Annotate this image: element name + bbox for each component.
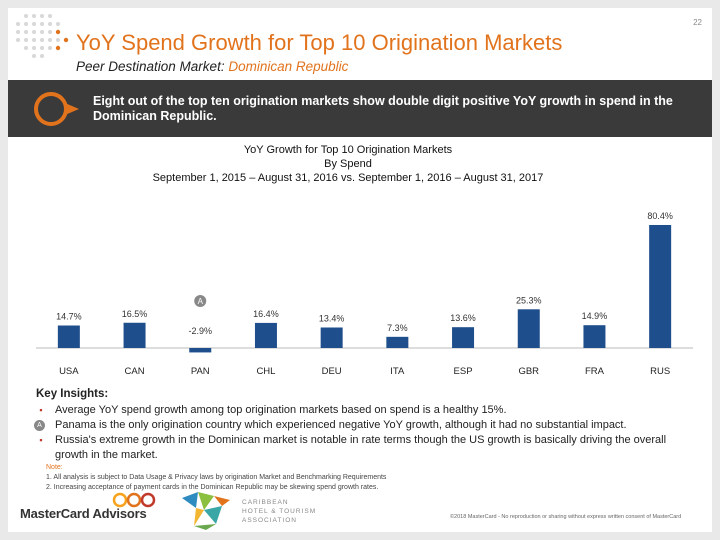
assoc-line: HOTEL & TOURISM [242,508,317,515]
insights-heading: Key Insights: [36,388,109,400]
data-label-pan: -2.9% [188,326,212,336]
chart-heading-line1: YoY Growth for Top 10 Origination Market… [243,144,453,156]
mastercard-advisors-logo: MasterCard Advisors [20,506,147,521]
chart-heading-line3: September 1, 2015 – August 31, 2016 vs. … [152,172,544,184]
mastercard-circles-logo [112,492,156,508]
insight-item: A Panama is the only origination country … [34,418,696,433]
tick-label-gbr: GBR [518,366,539,377]
slide: 22 YoY Spend Growth for Top 10 Originati… [8,8,712,532]
bullet-icon: ▪ [39,435,43,445]
data-label-usa: 14.7% [56,312,82,322]
bar-esp [452,327,475,348]
tick-label-chl: CHL [256,366,275,377]
bar-chl [254,322,277,348]
copyright-notice: ©2018 MasterCard - No reproduction or sh… [450,514,682,520]
data-label-gbr: 25.3% [516,295,542,305]
tick-label-rus: RUS [650,366,670,377]
tick-label-usa: USA [59,366,79,377]
bar-usa [57,325,80,348]
insight-item: ▪ Russia's extreme growth in the Dominica… [36,433,696,463]
data-label-chl: 16.4% [253,309,279,319]
bar-rus [649,224,672,348]
bar-ita [386,336,409,348]
tick-label-deu: DEU [322,366,342,377]
tick-label-ita: ITA [390,366,405,377]
chart-heading: YoY Growth for Top 10 Origination Market… [8,143,688,185]
banner-text: Eight out of the top ten origination mar… [93,94,673,123]
footnotes: Note: 1. All analysis is subject to Data… [46,463,386,493]
insight-text: Average YoY spend growth among top origi… [55,404,507,416]
callout-a-marker-circle [194,295,207,307]
caribbean-hotel-logo-icon [182,492,230,530]
insight-text: Panama is the only origination country w… [55,419,627,431]
note-line: 1. All analysis is subject to Data Usage… [46,474,387,481]
caribbean-association-name: CARIBBEAN HOTEL & TOURISM ASSOCIATION [242,498,316,525]
subtitle-country: Dominican Republic [228,59,349,74]
assoc-line: ASSOCIATION [242,517,297,524]
data-label-can: 16.5% [122,309,148,319]
bar-gbr [517,309,540,348]
data-label-rus: 80.4% [647,211,673,221]
note-line: 2. Increasing acceptance of payment card… [46,484,379,491]
bar-deu [320,327,343,348]
tick-label-esp: ESP [454,366,473,377]
bar-chart: 14.7% USA 16.5% CAN -2.9% PAN A 16.4% CHL 13.4% DE… [36,211,693,377]
page-number: 22 [693,18,702,27]
page-subtitle: Peer Destination Market: Dominican Repub… [76,59,348,74]
tick-label-pan: PAN [191,366,210,377]
page-title: YoY Spend Growth for Top 10 Origination … [76,30,563,55]
data-label-ita: 7.3% [387,323,408,333]
chart-heading-line2: By Spend [324,158,372,170]
dot-grid-decoration [16,14,69,58]
assoc-line: CARIBBEAN [242,499,289,506]
notes-label: Note: [46,464,63,471]
callout-a-marker: A [34,420,45,431]
callout-a-marker-label: A [198,297,204,306]
subtitle-label: Peer Destination Market: [76,59,229,74]
insight-item: ▪ Average YoY spend growth among top orig… [36,403,696,418]
bar-fra [583,325,606,348]
data-label-fra: 14.9% [582,311,608,321]
bullet-icon: ▪ [39,405,43,415]
key-message-banner: Eight out of the top ten origination mar… [8,80,712,137]
key-insights: Key Insights: ▪ Average YoY spend growth … [34,387,696,463]
data-label-deu: 13.4% [319,313,345,323]
insights-list: ▪ Average YoY spend growth among top orig… [34,403,696,463]
insight-text: Russia's extreme growth in the Dominican… [55,434,667,461]
tick-label-can: CAN [125,366,145,377]
data-label-esp: 13.6% [450,313,476,323]
bar-pan [189,348,212,353]
tick-label-fra: FRA [585,366,605,377]
bar-can [123,322,146,348]
speech-circle-icon [34,92,79,126]
